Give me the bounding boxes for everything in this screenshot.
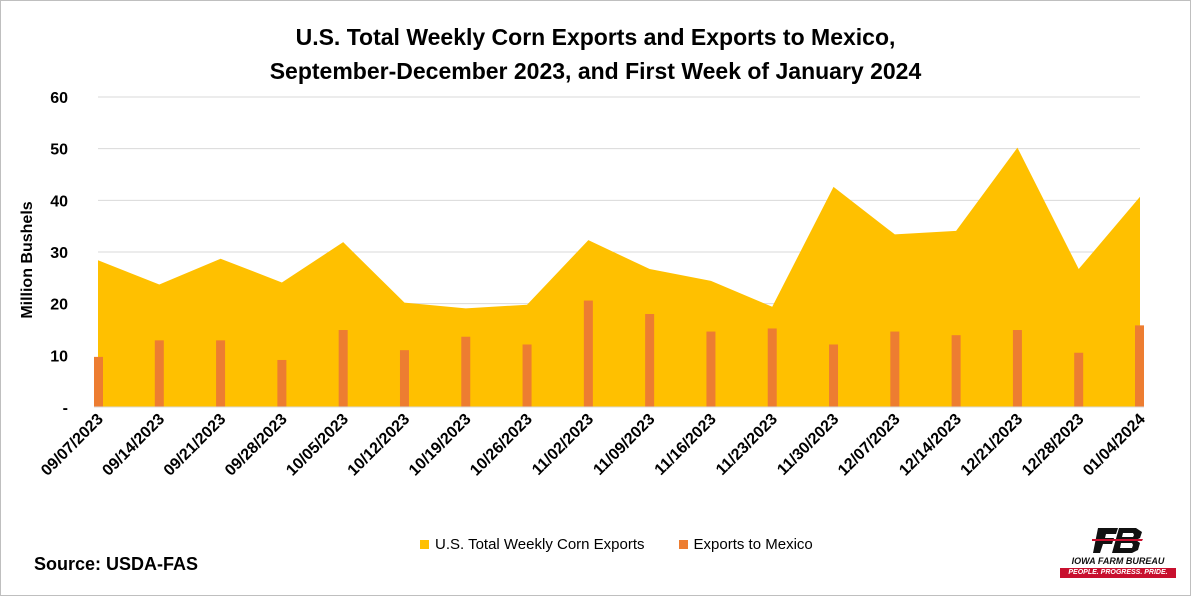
legend-item-mexico-exports: Exports to Mexico <box>678 536 813 553</box>
chart-title-line-2: September-December 2023, and First Week … <box>269 58 922 84</box>
x-tick-label-2: 09/21/2023 <box>161 411 230 480</box>
x-tick-label-1: 09/14/2023 <box>99 411 168 480</box>
x-tick-label-7: 10/26/2023 <box>467 411 536 480</box>
y-tick-label-2: 20 <box>50 297 68 314</box>
y-axis-label: Million Bushels <box>19 201 36 318</box>
bar-mexico-9 <box>645 314 655 407</box>
bar-mexico-1 <box>154 340 164 407</box>
legend-item-total-exports: U.S. Total Weekly Corn Exports <box>420 536 645 553</box>
bar-mexico-11 <box>767 328 777 407</box>
bar-mexico-14 <box>951 335 961 407</box>
x-tick-label-3: 09/28/2023 <box>222 411 291 480</box>
logo-name: IOWA FARM BUREAU <box>1071 556 1165 566</box>
x-tick-label-9: 11/09/2023 <box>590 411 658 479</box>
legend-label-mexico-exports: Exports to Mexico <box>693 536 813 553</box>
x-tick-label-6: 10/19/2023 <box>406 411 475 480</box>
x-tick-label-4: 10/05/2023 <box>283 411 352 480</box>
bar-mexico-2 <box>216 340 226 407</box>
x-tick-label-17: 01/04/2024 <box>1080 411 1149 480</box>
legend-label-total-exports: U.S. Total Weekly Corn Exports <box>435 536 645 553</box>
x-tick-label-8: 11/02/2023 <box>529 411 597 479</box>
bar-mexico-3 <box>277 359 287 407</box>
bar-mexico-17 <box>1135 325 1144 407</box>
bar-mexico-0 <box>94 356 103 407</box>
x-tick-label-11: 11/23/2023 <box>713 411 781 479</box>
farm-bureau-mark-icon <box>1092 528 1143 553</box>
bar-mexico-5 <box>399 350 409 407</box>
x-tick-label-15: 12/21/2023 <box>958 411 1027 480</box>
source-note: Source: USDA-FAS <box>34 554 199 574</box>
y-tick-label-1: 10 <box>50 348 68 365</box>
legend-swatch-mexico-exports <box>678 540 688 549</box>
y-tick-label-3: 30 <box>50 245 68 262</box>
series-area-total-exports <box>98 147 1140 407</box>
bar-mexico-7 <box>522 344 532 407</box>
iowa-farm-bureau-logo: IOWA FARM BUREAU PEOPLE. PROGRESS. PRIDE… <box>1058 526 1178 581</box>
chart-title: U.S. Total Weekly Corn Exports and Expor… <box>0 20 1191 88</box>
bar-mexico-12 <box>829 344 839 407</box>
x-tick-label-12: 11/30/2023 <box>774 411 842 479</box>
x-tick-label-14: 12/14/2023 <box>896 411 965 480</box>
y-tick-label-0: - <box>63 400 68 417</box>
bar-mexico-16 <box>1074 352 1084 407</box>
bar-mexico-8 <box>583 300 593 407</box>
chart-title-line-1: U.S. Total Weekly Corn Exports and Expor… <box>295 24 896 50</box>
y-tick-label-6: 60 <box>50 90 68 107</box>
x-tick-label-10: 11/16/2023 <box>652 411 720 479</box>
logo-tagline: PEOPLE. PROGRESS. PRIDE. <box>1060 568 1176 578</box>
bar-mexico-15 <box>1012 330 1022 407</box>
bar-mexico-4 <box>338 330 348 407</box>
y-tick-label-4: 40 <box>50 193 68 210</box>
x-tick-label-5: 10/12/2023 <box>345 411 414 480</box>
y-tick-label-5: 50 <box>50 142 68 159</box>
legend: U.S. Total Weekly Corn Exports Exports t… <box>420 536 847 553</box>
x-tick-label-13: 12/07/2023 <box>835 411 904 480</box>
x-tick-label-0: 09/07/2023 <box>38 411 107 480</box>
legend-swatch-total-exports <box>420 540 429 549</box>
x-tick-label-16: 12/28/2023 <box>1019 411 1088 480</box>
bar-mexico-10 <box>706 331 716 407</box>
bar-mexico-13 <box>890 331 900 407</box>
bar-mexico-6 <box>461 336 471 407</box>
